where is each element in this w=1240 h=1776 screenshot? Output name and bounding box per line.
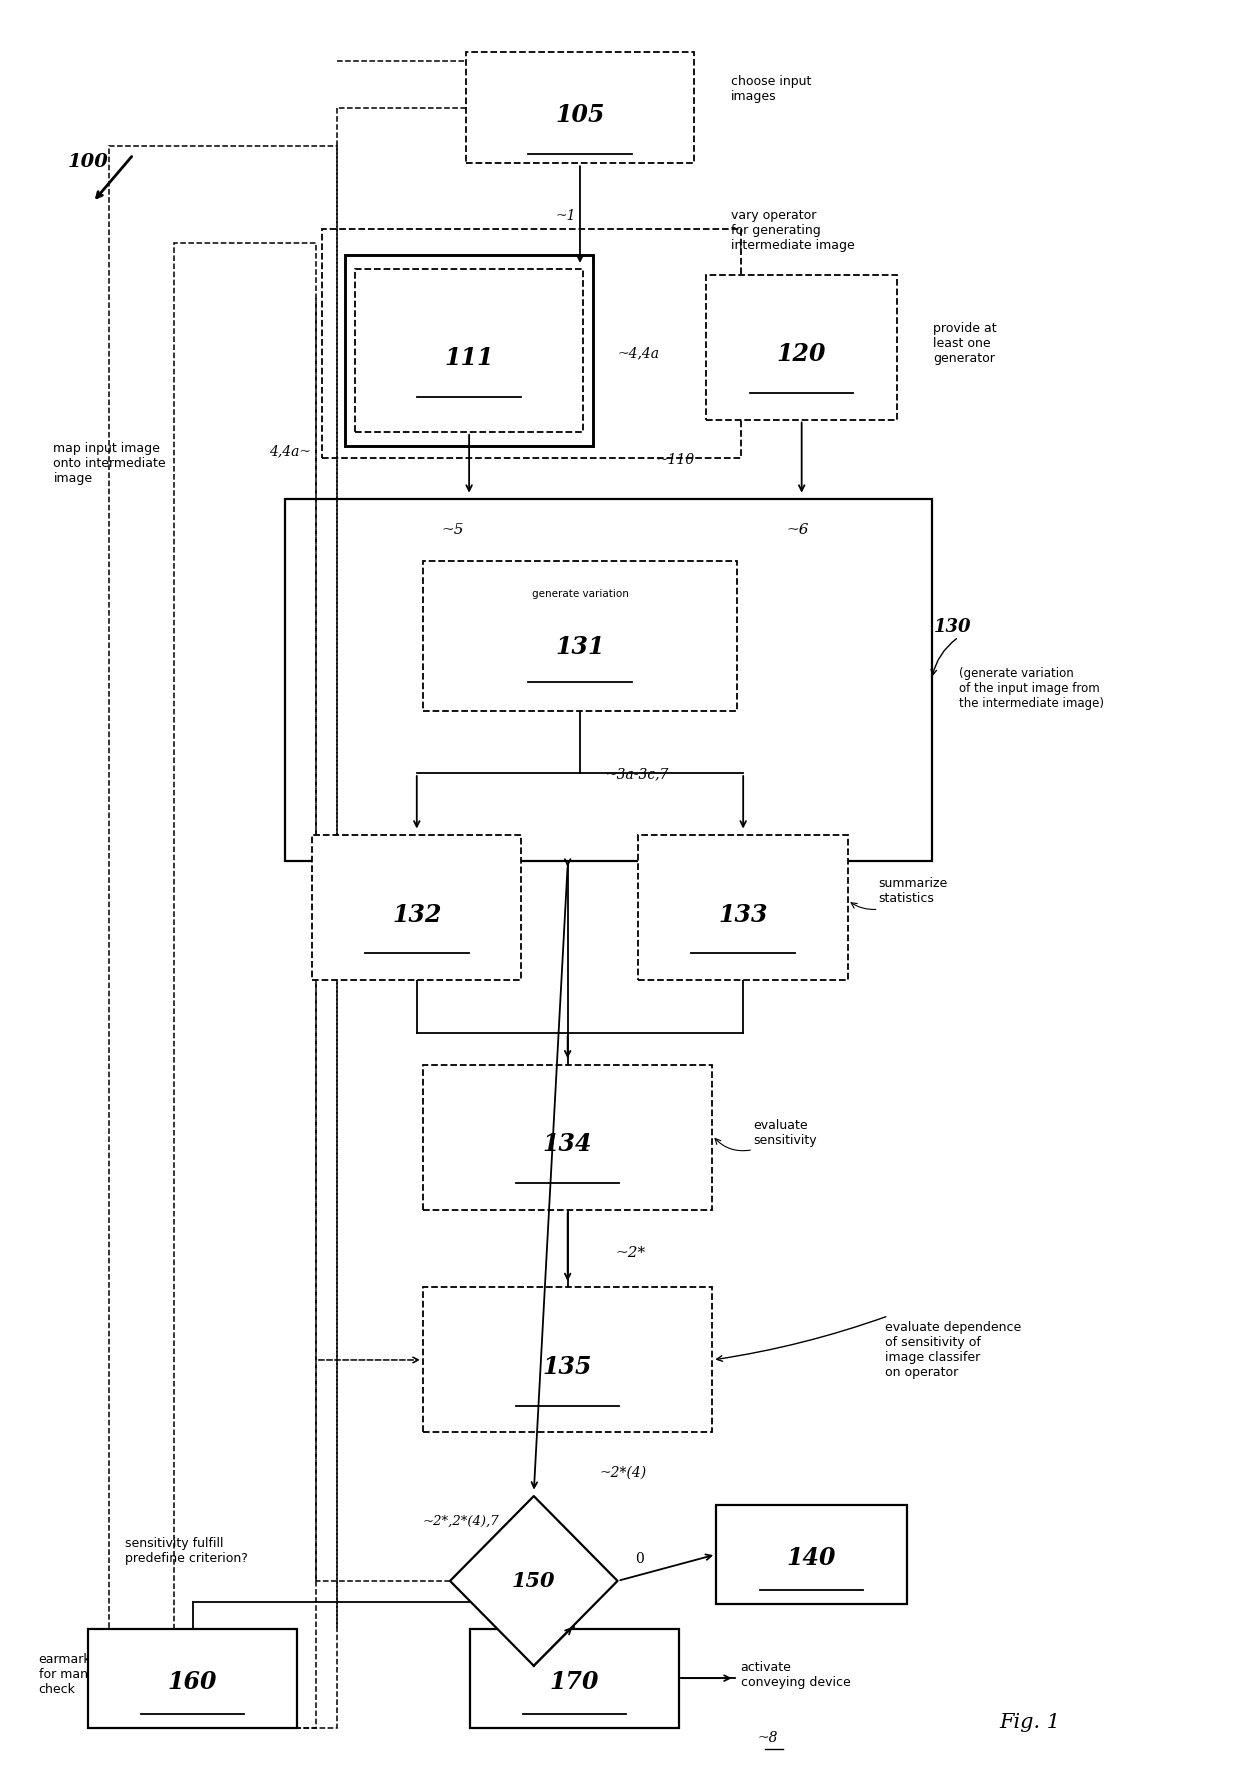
Bar: [423, 561, 737, 710]
Text: 130: 130: [934, 618, 972, 636]
Text: 170: 170: [549, 1669, 599, 1694]
Text: 150: 150: [512, 1572, 556, 1591]
Bar: [707, 275, 897, 419]
Text: 133: 133: [718, 902, 768, 927]
Text: ~4,4a: ~4,4a: [618, 346, 660, 361]
Bar: [470, 1629, 680, 1728]
Bar: [109, 146, 337, 1728]
Text: provide at
least one
generator: provide at least one generator: [932, 321, 997, 366]
Text: vary operator
for generating
intermediate image: vary operator for generating intermediat…: [730, 210, 854, 252]
Text: 111: 111: [444, 346, 494, 369]
Bar: [345, 256, 593, 446]
Text: generate variation: generate variation: [532, 590, 629, 599]
Text: 4,4a~: 4,4a~: [269, 444, 311, 458]
Text: 140: 140: [786, 1545, 836, 1570]
Bar: [715, 1504, 906, 1604]
Text: ~110: ~110: [657, 453, 696, 467]
Text: compare variations: compare variations: [383, 851, 505, 865]
Bar: [466, 52, 694, 163]
Text: 100: 100: [68, 153, 109, 170]
Bar: [322, 229, 740, 458]
Text: sensitivity fulfill
predefine criterion?: sensitivity fulfill predefine criterion?: [125, 1536, 248, 1565]
Text: map input image
onto intermediate
image: map input image onto intermediate image: [53, 442, 166, 485]
Bar: [174, 243, 316, 1728]
Text: 135: 135: [543, 1355, 593, 1378]
Text: ~2*(4): ~2*(4): [599, 1465, 646, 1479]
Bar: [285, 499, 931, 861]
Text: choose input
images: choose input images: [730, 75, 811, 103]
Bar: [423, 1066, 712, 1209]
Text: ~2*: ~2*: [615, 1247, 645, 1261]
Text: evaluate
sensitivity: evaluate sensitivity: [753, 1119, 817, 1147]
Text: 1: 1: [525, 1646, 533, 1661]
Text: evaluate dependence
of sensitivity of
image classifer
on operator: evaluate dependence of sensitivity of im…: [885, 1321, 1021, 1380]
Text: activate
conveying device: activate conveying device: [740, 1661, 851, 1689]
Bar: [88, 1629, 298, 1728]
Bar: [423, 1288, 712, 1433]
Polygon shape: [450, 1495, 618, 1666]
Bar: [312, 835, 522, 980]
Bar: [639, 835, 848, 980]
Text: ~1: ~1: [556, 210, 577, 222]
Text: 131: 131: [556, 634, 605, 659]
Text: earmark
for manual
check: earmark for manual check: [38, 1653, 107, 1696]
Text: 105: 105: [556, 103, 605, 126]
Bar: [355, 270, 583, 432]
Text: 134: 134: [543, 1133, 593, 1156]
Text: ~6: ~6: [786, 524, 808, 538]
Text: 120: 120: [777, 343, 826, 366]
Text: (generate variation
of the input image from
the intermediate image): (generate variation of the input image f…: [959, 668, 1104, 710]
Text: Fig. 1: Fig. 1: [999, 1712, 1060, 1732]
Text: ~8: ~8: [758, 1732, 779, 1744]
Text: summarize
statistics: summarize statistics: [879, 877, 947, 906]
Text: 0: 0: [635, 1552, 644, 1566]
Text: ~3a-3c,7: ~3a-3c,7: [605, 767, 668, 781]
Text: ~5: ~5: [441, 524, 464, 538]
Text: 160: 160: [167, 1669, 217, 1694]
Text: 132: 132: [392, 902, 441, 927]
Text: ~2*,2*(4),7: ~2*,2*(4),7: [423, 1515, 500, 1527]
